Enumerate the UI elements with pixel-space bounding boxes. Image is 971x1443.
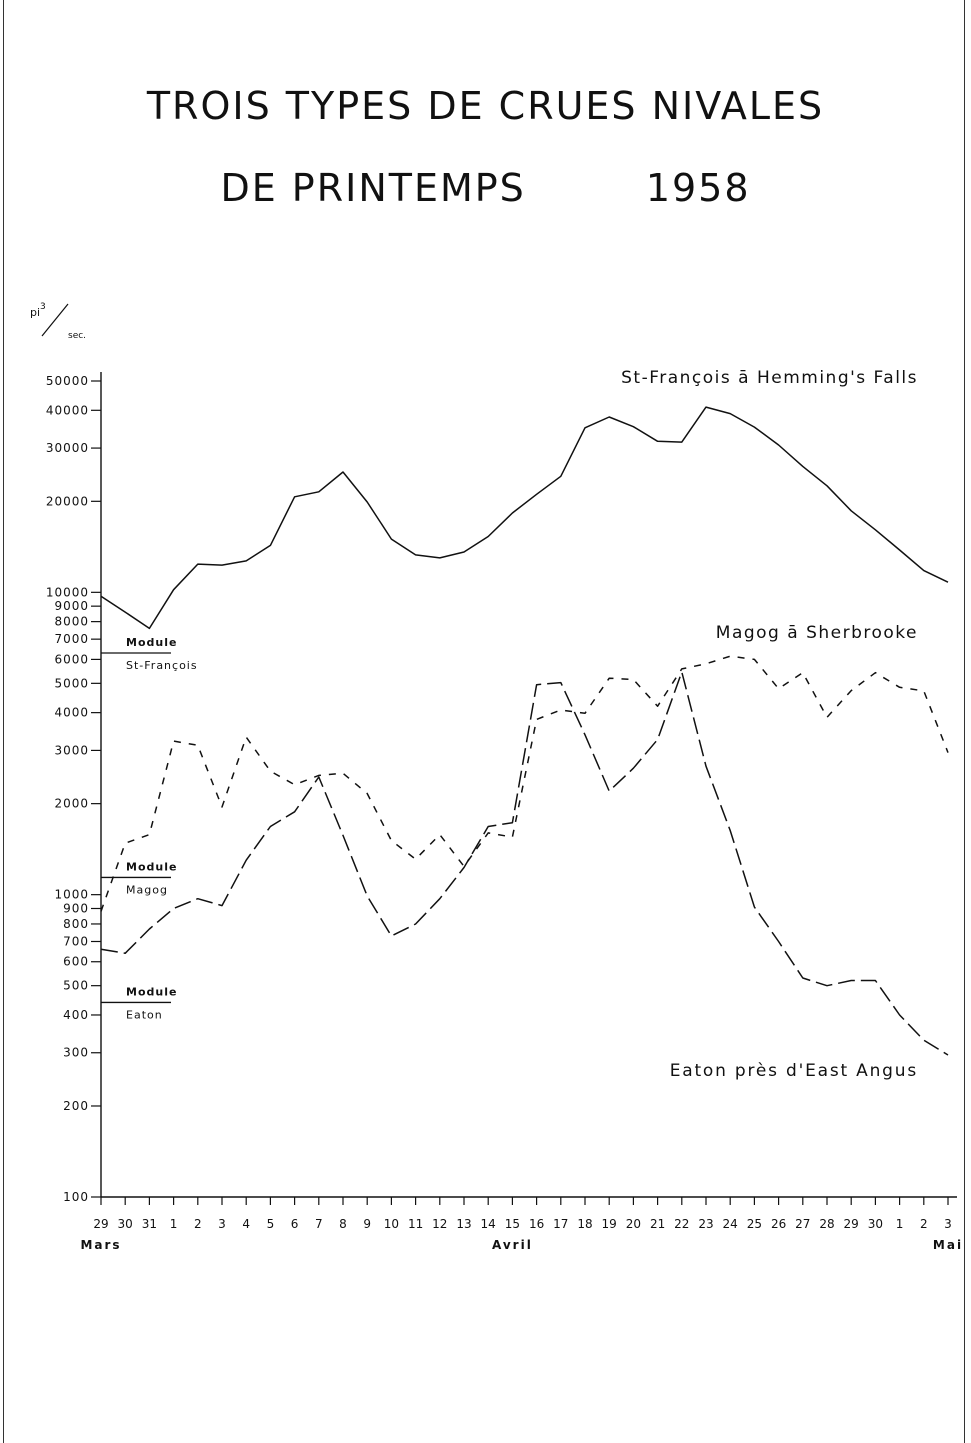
x-tick-label: 12 <box>432 1217 447 1231</box>
x-tick-label: 29 <box>93 1217 108 1231</box>
x-tick-label: 1 <box>896 1217 904 1231</box>
y-tick-label: 1000 <box>54 888 89 902</box>
series-label-magog: Magog ā Sherbrooke <box>716 623 918 643</box>
y-tick-label: 600 <box>63 955 89 969</box>
module-label-bottom: St-François <box>126 659 198 672</box>
x-tick-label: 31 <box>142 1217 157 1231</box>
x-tick-label: 9 <box>363 1217 371 1231</box>
module-markers: Module St-François Module Magog Module Eaton <box>101 636 198 1021</box>
x-tick-label: 20 <box>626 1217 641 1231</box>
module-label-bottom: Eaton <box>126 1008 163 1021</box>
module-label-bottom: Magog <box>126 883 168 896</box>
x-month-label: Mai <box>933 1238 963 1252</box>
x-tick-label: 15 <box>505 1217 520 1231</box>
axes <box>100 372 957 1198</box>
y-tick-label: 20000 <box>46 494 89 508</box>
x-tick-label: 10 <box>384 1217 399 1231</box>
x-month-label: Mars <box>80 1238 121 1252</box>
chart-title-printemps: DE PRINTEMPS <box>220 166 526 210</box>
y-tick-label: 900 <box>63 901 89 915</box>
series-labels: St-François ā Hemming's Falls Magog ā Sh… <box>621 368 918 1081</box>
y-tick-label: 800 <box>63 917 89 931</box>
module-label-top: Module <box>126 636 177 649</box>
x-tick-label: 7 <box>315 1217 323 1231</box>
series-label-st-francois: St-François ā Hemming's Falls <box>621 368 918 388</box>
y-tick-label: 30000 <box>46 441 89 455</box>
x-tick-label: 27 <box>795 1217 810 1231</box>
x-tick-label: 8 <box>339 1217 347 1231</box>
y-tick-label: 400 <box>63 1008 89 1022</box>
x-tick-label: 13 <box>456 1217 471 1231</box>
x-tick-label: 28 <box>819 1217 834 1231</box>
x-tick-label: 3 <box>944 1217 952 1231</box>
y-tick-label: 700 <box>63 934 89 948</box>
x-tick-label: 14 <box>481 1217 496 1231</box>
y-tick-label: 6000 <box>54 652 89 666</box>
x-tick-label: 1 <box>170 1217 178 1231</box>
chart-title-line2: DE PRINTEMPS 1958 <box>0 166 971 210</box>
x-tick-label: 26 <box>771 1217 786 1231</box>
x-tick-label: 29 <box>844 1217 859 1231</box>
series-label-eaton: Eaton près d'East Angus <box>670 1061 918 1081</box>
y-tick-label: 2000 <box>54 797 89 811</box>
module-label-top: Module <box>126 985 177 998</box>
x-tick-label: 23 <box>698 1217 713 1231</box>
x-tick-label: 25 <box>747 1217 762 1231</box>
unit-bottom: sec. <box>68 331 86 341</box>
x-tick-label: 11 <box>408 1217 423 1231</box>
y-tick-label: 9000 <box>54 599 89 613</box>
y-tick-label: 500 <box>63 979 89 993</box>
y-tick-label: 8000 <box>54 615 89 629</box>
y-tick-label: 5000 <box>54 676 89 690</box>
unit-top: pi3 <box>30 302 46 319</box>
x-tick-label: 3 <box>218 1217 226 1231</box>
unit-label: pi3 sec. <box>30 302 86 341</box>
y-tick-label: 3000 <box>54 743 89 757</box>
x-tick-label: 21 <box>650 1217 665 1231</box>
x-axis-ticks: 29 30 31 1 2 3 4 5 6 7 8 9 10 11 12 13 14 15 16 17 18 19 20 21 2… <box>80 1197 963 1252</box>
x-tick-label: 5 <box>267 1217 275 1231</box>
x-tick-label: 2 <box>194 1217 202 1231</box>
y-tick-label: 50000 <box>46 374 89 388</box>
chart-title-line1: TROIS TYPES DE CRUES NIVALES <box>146 84 825 128</box>
x-tick-label: 30 <box>118 1217 133 1231</box>
x-tick-label: 2 <box>920 1217 928 1231</box>
x-tick-label: 24 <box>723 1217 738 1231</box>
y-tick-label: 7000 <box>54 632 89 646</box>
series-line-2 <box>100 671 949 1056</box>
y-tick-label: 200 <box>63 1099 89 1113</box>
x-tick-label: 6 <box>291 1217 299 1231</box>
y-tick-label: 10000 <box>46 585 89 599</box>
x-tick-label: 19 <box>602 1217 617 1231</box>
y-tick-label: 40000 <box>46 403 89 417</box>
series-line-1 <box>100 655 949 912</box>
x-tick-label: 16 <box>529 1217 544 1231</box>
x-month-label: Avril <box>492 1238 533 1252</box>
x-tick-label: 4 <box>242 1217 250 1231</box>
x-tick-label: 18 <box>577 1217 592 1231</box>
unit-slash <box>41 303 69 337</box>
series-line-0 <box>100 406 949 630</box>
x-tick-label: 17 <box>553 1217 568 1231</box>
module-label-top: Module <box>126 860 177 873</box>
y-tick-label: 100 <box>63 1190 89 1204</box>
series-lines <box>100 406 949 1056</box>
x-tick-label: 30 <box>868 1217 883 1231</box>
y-tick-label: 300 <box>63 1046 89 1060</box>
y-tick-label: 4000 <box>54 706 89 720</box>
chart-title-year: 1958 <box>645 166 751 210</box>
x-tick-label: 22 <box>674 1217 689 1231</box>
